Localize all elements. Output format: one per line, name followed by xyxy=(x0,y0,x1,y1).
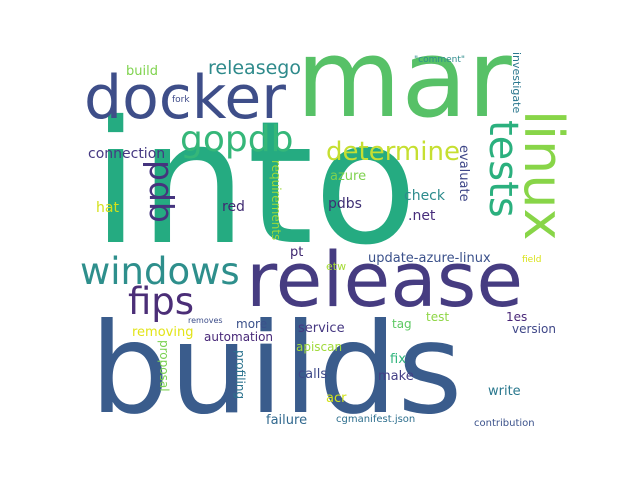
word-45: write xyxy=(488,384,521,399)
word-3: release xyxy=(246,235,523,324)
word-26: "comment" xyxy=(414,55,465,65)
word-34: service xyxy=(298,321,345,336)
word-0: into xyxy=(92,85,418,283)
word-41: profiling xyxy=(233,350,247,399)
word-9: gopdb xyxy=(180,119,293,160)
word-20: red xyxy=(222,199,245,215)
word-6: windows xyxy=(80,250,240,293)
word-2: mar xyxy=(296,17,512,142)
word-14: update-azure-linux xyxy=(368,251,491,266)
word-8: fips xyxy=(128,280,194,323)
word-16: evaluate xyxy=(456,145,471,202)
word-5: linux xyxy=(512,110,575,240)
word-49: contribution xyxy=(474,418,535,429)
word-15: investigate xyxy=(510,52,523,113)
word-43: calls xyxy=(298,367,327,382)
word-29: field xyxy=(522,255,541,265)
word-7: tests xyxy=(480,120,526,218)
word-48: cgmanifest.json xyxy=(336,414,415,425)
word-1: builds xyxy=(90,297,463,442)
word-30: removing xyxy=(132,325,193,340)
word-38: version xyxy=(512,322,556,336)
word-10: determine xyxy=(326,137,460,167)
word-13: connection xyxy=(88,146,165,162)
word-42: fix xyxy=(390,352,406,367)
word-36: test xyxy=(426,310,449,324)
word-33: automation xyxy=(204,330,273,344)
word-28: etw xyxy=(326,260,346,273)
word-44: make xyxy=(378,369,414,384)
word-24: build xyxy=(126,64,158,79)
word-12: releasego xyxy=(208,57,301,79)
word-21: azure xyxy=(330,169,366,184)
word-46: acr xyxy=(326,391,347,406)
word-31: removes xyxy=(188,316,223,325)
word-23: hat xyxy=(96,200,119,216)
word-11: pdb xyxy=(142,160,181,223)
word-47: failure xyxy=(266,413,307,428)
word-18: pdbs xyxy=(328,196,362,212)
word-17: check xyxy=(404,188,446,204)
word-37: 1es xyxy=(506,310,527,324)
word-39: apiscan xyxy=(296,340,342,354)
word-4: docker xyxy=(84,63,286,133)
word-32: more xyxy=(236,317,267,331)
word-35: tag xyxy=(392,317,412,331)
word-25: fork xyxy=(172,95,190,105)
word-22: requirements xyxy=(269,160,283,240)
word-27: pt xyxy=(290,245,303,260)
word-19: .net xyxy=(408,208,436,224)
word-40: proposal xyxy=(157,340,171,392)
